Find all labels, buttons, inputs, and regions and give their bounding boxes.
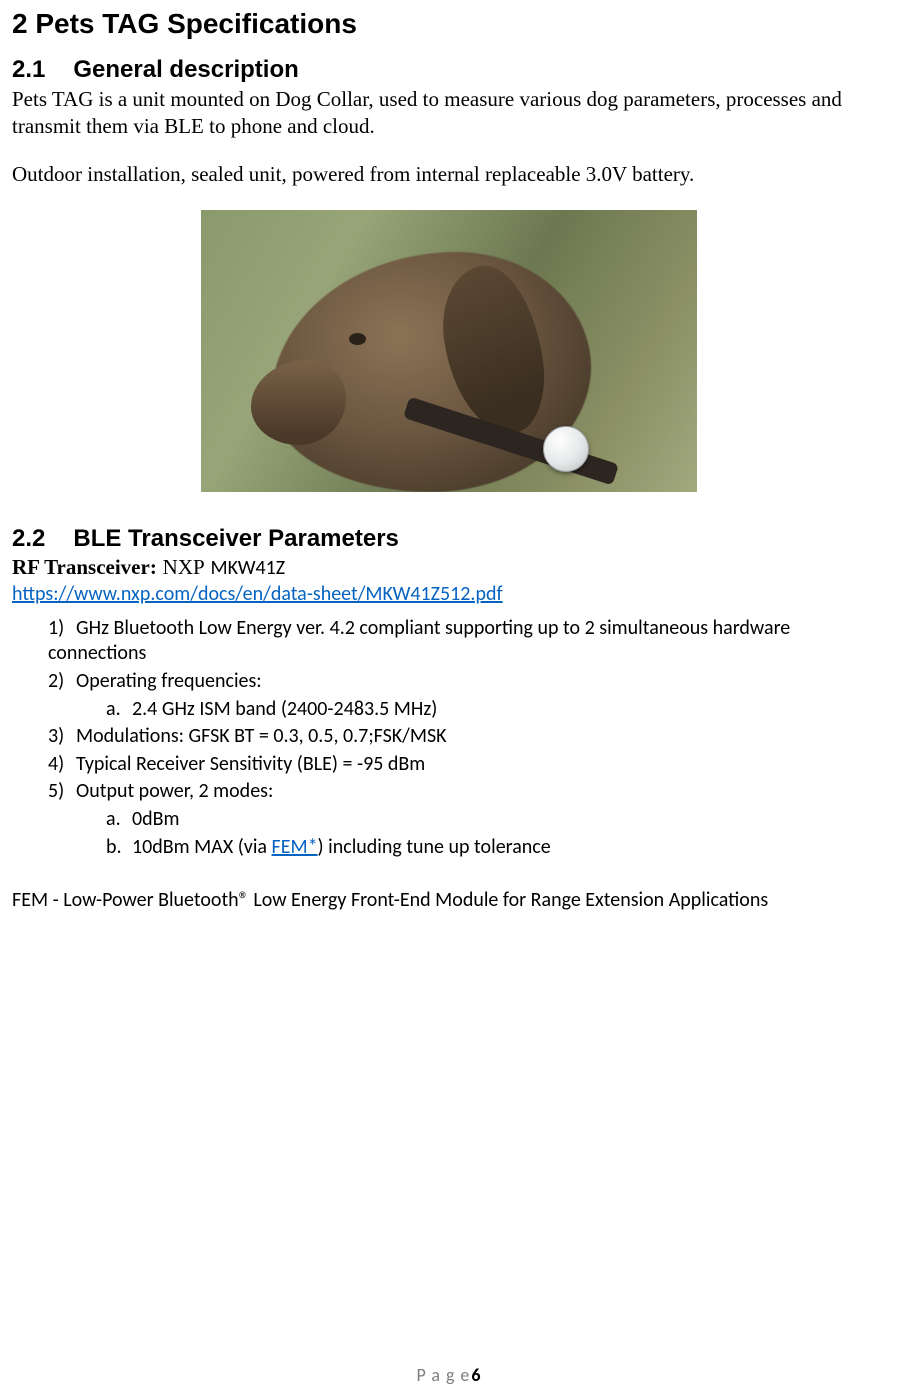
list-text: Output power, 2 modes: [76, 779, 273, 803]
list-item-3: 3)Modulations: GFSK BT = 0.3, 0.5, 0.7;F… [48, 724, 885, 750]
fem-link[interactable]: FEM* [272, 835, 318, 859]
list-item-4: 4)Typical Receiver Sensitivity (BLE) = -… [48, 752, 885, 778]
list-text: Operating frequencies: [76, 669, 262, 693]
footer-label: Page [417, 1364, 476, 1386]
sublist-letter: a. [106, 807, 132, 833]
section-title: General description [73, 56, 298, 83]
rf-label: RF Transceiver: [12, 555, 157, 579]
figure-container [12, 210, 885, 497]
list-number: 3) [48, 724, 76, 750]
tag-device-icon [543, 426, 589, 472]
section-number: 2.1 [12, 56, 45, 84]
paragraph: Pets TAG is a unit mounted on Dog Collar… [12, 86, 885, 141]
list-number: 2) [48, 669, 76, 695]
footer-page-number: 6 [471, 1364, 480, 1386]
section-heading-2-2: 2.2 BLE Transceiver Parameters [12, 525, 885, 553]
sublist-item-5b: b.10dBm MAX (via FEM*) including tune up… [106, 835, 885, 861]
list-item-2: 2)Operating frequencies: [48, 669, 885, 695]
rf-model: MKW41Z [211, 556, 286, 580]
sublist: a.0dBm b.10dBm MAX (via FEM*) including … [48, 807, 885, 860]
section-title: BLE Transceiver Parameters [73, 525, 399, 552]
sublist-letter: b. [106, 835, 132, 861]
list-item-5: 5)Output power, 2 modes: [48, 779, 885, 805]
list-item-1: 1)GHz Bluetooth Low Energy ver. 4.2 comp… [48, 616, 885, 667]
dog-eye-shape [349, 333, 366, 345]
rf-transceiver-line: RF Transceiver: NXP MKW41Z [12, 555, 885, 580]
list-number: 4) [48, 752, 76, 778]
list-text: Modulations: GFSK BT = 0.3, 0.5, 0.7;FSK… [76, 724, 447, 748]
sublist-text-post: ) including tune up tolerance [318, 835, 551, 859]
sublist-letter: a. [106, 697, 132, 723]
page-footer: Page6 [0, 1364, 897, 1386]
section-number: 2.2 [12, 525, 45, 553]
paragraph: Outdoor installation, sealed unit, power… [12, 161, 885, 188]
spec-list: 1)GHz Bluetooth Low Energy ver. 4.2 comp… [12, 616, 885, 860]
list-text: Typical Receiver Sensitivity (BLE) = -95… [76, 752, 425, 776]
section-heading-main: 2 Pets TAG Specifications [12, 8, 885, 40]
sublist-text-pre: 10dBm MAX (via [132, 835, 272, 859]
rf-vendor: NXP [163, 555, 205, 579]
list-number: 5) [48, 779, 76, 805]
sublist-item-2a: a.2.4 GHz ISM band (2400-2483.5 MHz) [106, 697, 885, 723]
sublist: a.2.4 GHz ISM band (2400-2483.5 MHz) [48, 697, 885, 723]
section-heading-2-1: 2.1 General description [12, 56, 885, 84]
list-number: 1) [48, 616, 76, 642]
sublist-text: 0dBm [132, 807, 180, 831]
sublist-text: 2.4 GHz ISM band (2400-2483.5 MHz) [132, 697, 437, 721]
list-text: GHz Bluetooth Low Energy ver. 4.2 compli… [48, 616, 790, 666]
dog-collar-tag-photo [201, 210, 697, 492]
datasheet-link[interactable]: https://www.nxp.com/docs/en/data-sheet/M… [12, 582, 503, 606]
sublist-item-5a: a.0dBm [106, 807, 885, 833]
fem-footnote: FEM - Low-Power Bluetooth® Low Energy Fr… [12, 888, 885, 912]
